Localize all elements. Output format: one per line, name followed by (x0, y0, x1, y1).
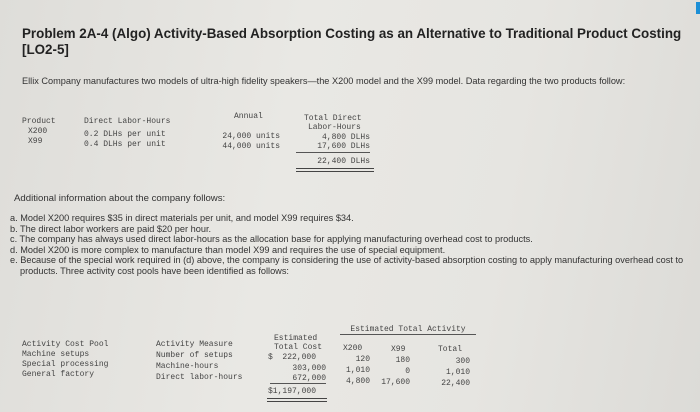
info-list: a. Model X200 requires $35 in direct mat… (10, 213, 690, 277)
t2-header-x99: X99 (391, 345, 406, 354)
t1-row2-total: 17,600 DLHs (296, 142, 370, 153)
list-item-c: c. The company has always used direct la… (10, 234, 533, 245)
t2-row2-x200: 1,010 (345, 366, 370, 375)
t1-row1-product: X200 (28, 127, 48, 136)
t2-row3-measure: Direct labor-hours (156, 373, 243, 382)
t2-row3-pool: General factory (22, 370, 95, 379)
t1-row2-product: X99 (28, 137, 43, 146)
t2-row1-x99: 180 (395, 356, 410, 365)
t2-header-x200: X200 (343, 344, 363, 353)
list-item-b: b. The direct labor workers are paid $20… (10, 223, 212, 234)
t2-row2-x99: 0 (405, 367, 410, 376)
t1-row2-dlh: 0.4 DLHs per unit (84, 140, 166, 149)
t2-header-total-cost: Total Cost (274, 343, 323, 352)
scroll-indicator (696, 2, 700, 14)
page-title: Problem 2A-4 (Algo) Activity-Based Absor… (22, 26, 682, 57)
t2-row3-x200: 4,800 (345, 377, 370, 386)
t1-header-labor-hours: Labor-Hours (308, 123, 361, 132)
t2-row2-cost: 303,000 (292, 364, 326, 373)
t2-double-underline (267, 398, 327, 402)
t2-row1-x200: 120 (355, 355, 370, 364)
t2-header-measure: Activity Measure (156, 340, 233, 349)
t1-double-underline (296, 168, 374, 172)
t2-row3-x99: 17,600 (381, 378, 410, 387)
t2-header-total: Total (438, 345, 463, 354)
t2-group-header: Estimated Total Activity (340, 325, 476, 335)
t2-row3-cost: 672,000 (270, 374, 326, 384)
t1-header-annual: Annual (234, 112, 263, 121)
t1-row1-total: 4,800 DLHs (321, 133, 370, 142)
t2-row1-total: 300 (455, 357, 470, 366)
list-item-d: d. Model X200 is more complex to manufac… (10, 244, 446, 255)
additional-info-heading: Additional information about the company… (14, 193, 226, 204)
t2-row2-total: 1,010 (445, 368, 470, 377)
t2-header-pool: Activity Cost Pool (22, 340, 109, 349)
t1-header-total-direct: Total Direct (304, 114, 362, 123)
t1-row1-production: 24,000 units (222, 132, 280, 141)
t2-header-estimated: Estimated (274, 334, 318, 343)
t1-header-product: Product (22, 117, 56, 126)
list-item-e: e. Because of the special work required … (10, 255, 684, 276)
intro-paragraph: Ellix Company manufactures two models of… (22, 76, 626, 86)
t1-header-dlh: Direct Labor-Hours (84, 117, 171, 126)
t1-row1-dlh: 0.2 DLHs per unit (84, 130, 166, 139)
t2-row2-measure: Machine-hours (156, 362, 219, 371)
list-item-a: a. Model X200 requires $35 in direct mat… (10, 213, 354, 223)
t2-row1-measure: Number of setups (156, 351, 233, 360)
t2-row3-total: 22,400 (441, 379, 470, 388)
t1-row2-production: 44,000 units (222, 142, 280, 151)
t2-row2-pool: Special processing (22, 360, 109, 369)
t1-grand-total: 22,400 DLHs (317, 157, 370, 166)
t2-row1-pool: Machine setups (22, 350, 90, 359)
t2-row1-cost: $ 222,000 (268, 353, 317, 362)
t2-grand-total: $1,197,000 (268, 387, 317, 396)
